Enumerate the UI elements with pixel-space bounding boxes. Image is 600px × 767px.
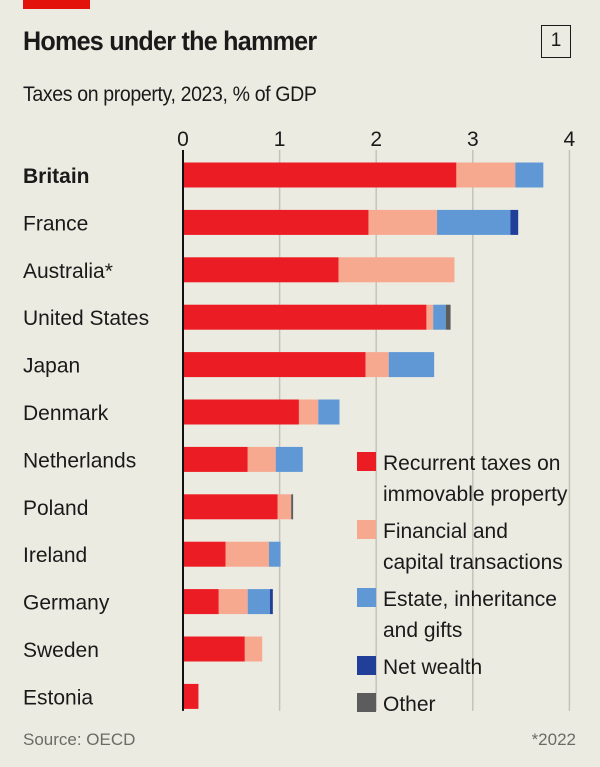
x-tick-label: 1 — [274, 128, 286, 151]
x-tick-label: 2 — [370, 128, 382, 151]
bar-segment — [368, 209, 438, 235]
chart-subtitle: Taxes on property, 2023, % of GDP — [23, 83, 317, 106]
bar-segment — [338, 257, 455, 283]
bar-segment — [183, 209, 369, 235]
bar-segment — [269, 589, 273, 615]
bar-segment — [291, 494, 294, 520]
x-axis-ticks: 0 1 2 3 4 — [177, 128, 575, 151]
bar-segment — [433, 304, 446, 330]
x-tick-label: 4 — [564, 128, 576, 151]
legend-label: Other — [383, 693, 436, 716]
bar-segment — [365, 352, 389, 378]
category-label: Japan — [23, 355, 80, 378]
gridlines — [278, 150, 571, 711]
bar-segment — [183, 257, 339, 283]
bar-segment — [510, 209, 519, 235]
x-tick-label: 0 — [177, 128, 189, 151]
bar-segment — [183, 304, 427, 330]
legend-swatch — [357, 693, 376, 712]
bar-group — [183, 304, 451, 330]
legend-label: Recurrent taxes on — [383, 452, 560, 475]
legend-swatch — [357, 452, 376, 471]
bar-group — [183, 541, 281, 567]
legend-label: and gifts — [383, 619, 462, 642]
footnote: *2022 — [531, 730, 576, 749]
bar-segment — [183, 446, 248, 472]
category-label: Germany — [23, 592, 110, 615]
bar-group — [183, 257, 455, 283]
bar-segment — [275, 446, 303, 472]
bar-segment — [225, 541, 269, 567]
category-labels: Britain France Australia* United States Japa… — [23, 165, 149, 709]
legend-label: capital transactions — [383, 551, 563, 574]
legend-swatch — [357, 520, 376, 539]
bar-segment — [244, 636, 263, 662]
bar-segment — [298, 399, 319, 425]
category-label: France — [23, 212, 88, 235]
bar-segment — [445, 304, 451, 330]
category-label: Australia* — [23, 260, 113, 283]
bar-segment — [183, 683, 199, 709]
category-label: Netherlands — [23, 449, 136, 472]
bar-group — [183, 209, 519, 235]
legend-swatch — [357, 588, 376, 607]
chart-title: Homes under the hammer — [23, 26, 317, 56]
category-label: Ireland — [23, 544, 87, 567]
bar-segment — [388, 352, 435, 378]
bar-segment — [318, 399, 340, 425]
legend-swatch — [357, 656, 376, 675]
category-label: Poland — [23, 497, 88, 520]
legend-label: Estate, inheritance — [383, 588, 557, 611]
chart-number-badge: 1 — [541, 25, 571, 58]
bar-group — [183, 162, 544, 188]
category-label: Estonia — [23, 686, 93, 709]
bar-segment — [183, 494, 278, 520]
bar-group — [183, 589, 273, 615]
bar-segment — [183, 162, 457, 188]
bar-segment — [268, 541, 281, 567]
bar-segment — [183, 541, 226, 567]
bar-segment — [183, 636, 245, 662]
legend-label: Financial and — [383, 520, 508, 543]
bar-group — [183, 683, 199, 709]
source-note: Source: OECD — [23, 730, 136, 749]
legend-label: Net wealth — [383, 656, 482, 679]
bar-group — [183, 494, 294, 520]
bars — [182, 150, 544, 711]
bar-group — [183, 446, 303, 472]
bar-segment — [515, 162, 544, 188]
category-label: Britain — [23, 165, 90, 188]
bar-segment — [183, 352, 366, 378]
bar-segment — [277, 494, 292, 520]
legend: Recurrent taxes on immovable property Fina… — [357, 452, 568, 716]
legend-label: immovable property — [383, 483, 568, 506]
bar-group — [183, 352, 435, 378]
x-tick-label: 3 — [467, 128, 479, 151]
bar-segment — [183, 399, 299, 425]
category-label: Denmark — [23, 402, 109, 425]
bar-segment — [456, 162, 516, 188]
bar-group — [183, 636, 263, 662]
category-label: United States — [23, 307, 149, 330]
bar-segment — [437, 209, 511, 235]
bar-segment — [247, 446, 276, 472]
bar-segment — [426, 304, 434, 330]
bar-group — [183, 399, 340, 425]
bar-segment — [183, 589, 219, 615]
bar-segment — [247, 589, 270, 615]
brand-accent-bar — [23, 0, 90, 9]
category-label: Sweden — [23, 639, 99, 662]
bar-segment — [218, 589, 248, 615]
